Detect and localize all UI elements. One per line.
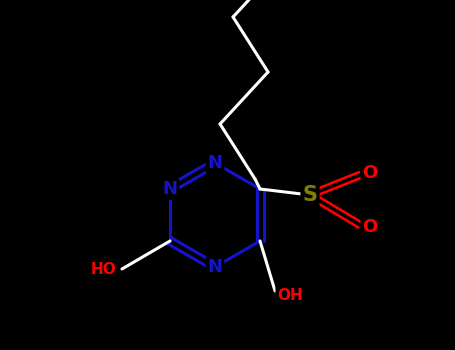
Text: HO: HO xyxy=(90,261,116,276)
Text: N: N xyxy=(162,180,177,198)
Text: OH: OH xyxy=(277,287,303,302)
Text: N: N xyxy=(207,154,222,172)
Text: O: O xyxy=(362,164,378,182)
Text: S: S xyxy=(303,185,318,205)
Text: N: N xyxy=(207,258,222,276)
Text: O: O xyxy=(362,218,378,236)
